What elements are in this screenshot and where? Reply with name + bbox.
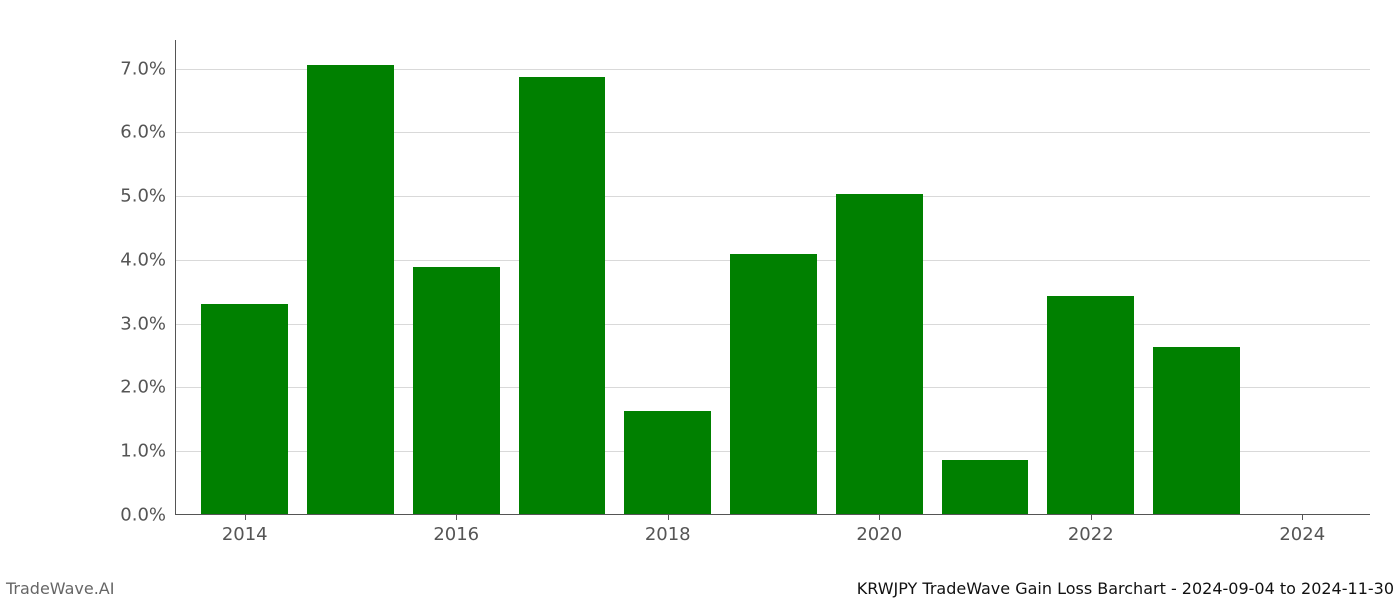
bar-2023 <box>1153 347 1240 514</box>
x-tick-label: 2016 <box>433 514 479 545</box>
bar-2020 <box>836 194 923 514</box>
y-tick-label: 7.0% <box>120 58 176 79</box>
x-tick-label: 2014 <box>222 514 268 545</box>
x-tick-label: 2022 <box>1068 514 1114 545</box>
x-tick-label: 2018 <box>645 514 691 545</box>
bar-2019 <box>730 254 817 514</box>
chart-container: 0.0% 1.0% 2.0% 3.0% 4.0% 5.0% 6.0% 7.0% 2014 2016… <box>0 0 1400 600</box>
y-tick-label: 0.0% <box>120 505 176 526</box>
bar-2014 <box>201 304 288 514</box>
y-tick-label: 5.0% <box>120 186 176 207</box>
bar-2022 <box>1047 296 1134 514</box>
footer-right-caption: KRWJPY TradeWave Gain Loss Barchart - 20… <box>857 579 1394 598</box>
y-tick-label: 1.0% <box>120 441 176 462</box>
bar-2018 <box>624 411 711 514</box>
y-tick-label: 2.0% <box>120 377 176 398</box>
bar-2017 <box>519 77 606 514</box>
plot-area: 0.0%1.0%2.0%3.0%4.0%5.0%6.0%7.0%20142016… <box>175 40 1370 515</box>
y-tick-label: 6.0% <box>120 122 176 143</box>
bar-2015 <box>307 65 394 514</box>
bar-2021 <box>942 460 1029 514</box>
bar-2016 <box>413 267 500 514</box>
x-tick-label: 2020 <box>856 514 902 545</box>
y-tick-label: 4.0% <box>120 249 176 270</box>
footer-left-watermark: TradeWave.AI <box>6 579 114 598</box>
y-tick-label: 3.0% <box>120 313 176 334</box>
x-tick-label: 2024 <box>1279 514 1325 545</box>
